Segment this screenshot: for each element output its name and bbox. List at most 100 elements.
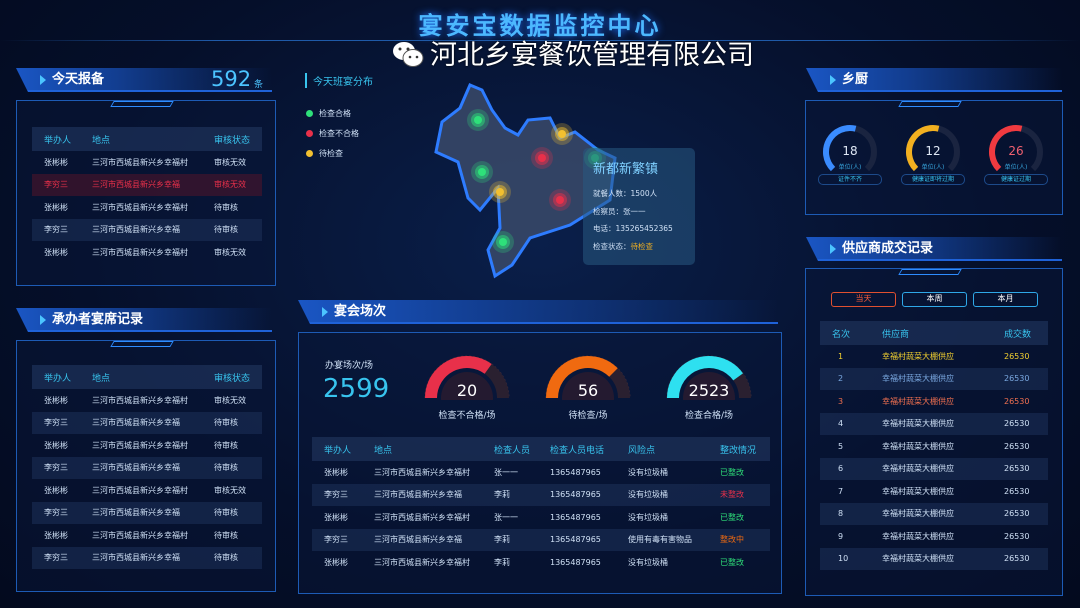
table-row[interactable]: 李穷三 三河市西城县新兴乡幸福 待审核 (32, 218, 262, 241)
table-cell: 幸福村蔬菜大棚供应 (882, 396, 954, 406)
table-row[interactable]: 李穷三 三河市西城县新兴乡幸福 审核无效 (32, 173, 262, 196)
today-report-title: 今天报备 (52, 72, 105, 87)
table-row[interactable]: 李穷三 三河市西城县新兴乡幸福 待审核 (32, 411, 262, 434)
region-map[interactable] (400, 80, 700, 280)
table-cell: 幸福村蔬菜大棚供应 (882, 441, 954, 451)
table-row[interactable]: 张彬彬 三河市西城县新兴乡幸福村 审核无效 (32, 479, 262, 502)
map-marker-fail[interactable] (531, 147, 553, 169)
map-marker-pending[interactable] (489, 181, 511, 203)
tooltip-name: 新都新繁镇 (593, 162, 659, 177)
legend-item-fail[interactable]: 检查不合格 (306, 128, 359, 139)
table-cell: 没有垃圾桶 (628, 467, 668, 477)
suppliers-table: 名次 供应商 成交数 1 幸福村蔬菜大棚供应 26530 2 幸福村蔬菜大棚供应 26530 3 幸… (820, 321, 1048, 570)
table-cell: 未整改 (720, 490, 744, 500)
legend-dot-icon (306, 110, 313, 117)
table-row[interactable]: 1 幸福村蔬菜大棚供应 26530 (820, 345, 1048, 368)
column-header: 地点 (374, 445, 393, 456)
table-row[interactable]: 4 幸福村蔬菜大棚供应 26530 (820, 412, 1048, 435)
table-cell: 1365487965 (550, 490, 601, 500)
table-cell: 张彬彬 (324, 512, 348, 522)
table-row[interactable]: 张彬彬 三河市西城县新兴乡幸福村 待审核 (32, 196, 262, 219)
gauge-label: 检查合格/场 (684, 411, 734, 421)
table-cell: 三河市西城县新兴乡幸福村 (92, 202, 188, 212)
map-marker-pass[interactable] (471, 161, 493, 183)
table-row[interactable]: 9 幸福村蔬菜大棚供应 26530 (820, 525, 1048, 548)
table-cell: 审核无效 (214, 180, 246, 190)
table-row[interactable]: 张彬彬 三河市西城县新兴乡幸福村 审核无效 (32, 151, 262, 174)
kitchen-panel (805, 100, 1063, 215)
table-cell: 三河市西城县新兴乡幸福村 (92, 247, 188, 257)
column-header: 审核状态 (214, 135, 251, 146)
column-header: 举办人 (324, 445, 352, 456)
table-row[interactable]: 6 幸福村蔬菜大棚供应 26530 (820, 457, 1048, 480)
table-cell: 26530 (1004, 509, 1030, 519)
wechat-icon (393, 42, 424, 67)
table-cell: 整改中 (720, 535, 744, 545)
tab-today[interactable]: 当天 (831, 292, 896, 307)
map-marker-fail[interactable] (549, 189, 571, 211)
table-row[interactable]: 张彬彬 三河市西城县新兴乡幸福村 待审核 (32, 434, 262, 457)
table-cell: 三河市西城县新兴乡幸福村 (92, 530, 188, 540)
legend-item-pending[interactable]: 待检查 (306, 148, 359, 159)
table-cell: 7 (838, 486, 844, 496)
table-cell: 26530 (1004, 531, 1030, 541)
today-report-count: 592 (211, 67, 252, 91)
column-header: 供应商 (882, 329, 910, 340)
table-cell: 李穷三 (324, 535, 348, 545)
table-cell: 张彬彬 (44, 247, 68, 257)
table-cell: 待审核 (214, 440, 238, 450)
gauge-arc (906, 125, 960, 172)
legend-label: 待检查 (319, 149, 343, 158)
table-cell: 幸福村蔬菜大棚供应 (882, 464, 954, 474)
table-cell: 幸福村蔬菜大棚供应 (882, 351, 954, 361)
map-marker-pass[interactable] (467, 109, 489, 131)
column-header: 地点 (92, 373, 111, 384)
table-row[interactable]: 3 幸福村蔬菜大棚供应 26530 (820, 390, 1048, 413)
column-header: 检查人员电话 (550, 445, 605, 456)
table-row[interactable]: 7 幸福村蔬菜大棚供应 26530 (820, 480, 1048, 503)
tab-month[interactable]: 本月 (973, 292, 1038, 307)
legend-item-pass[interactable]: 检查合格 (306, 108, 359, 119)
kitchen-gauge: 12 单位(人) 健康证即将过期 (899, 122, 967, 192)
table-row[interactable]: 8 幸福村蔬菜大棚供应 26530 (820, 502, 1048, 525)
table-cell: 6 (838, 464, 844, 474)
map-marker-pending[interactable] (551, 123, 573, 145)
legend-label: 检查合格 (319, 109, 351, 118)
table-cell: 幸福村蔬菜大棚供应 (882, 509, 954, 519)
table-cell: 幸福村蔬菜大棚供应 (882, 419, 954, 429)
legend-dot-icon (306, 150, 313, 157)
table-row[interactable]: 李穷三 三河市西城县新兴乡幸福 李莉 1365487965 没有垃圾桶 未整改 (312, 483, 770, 506)
table-header: 名次 供应商 成交数 (820, 321, 1048, 345)
table-row[interactable]: 张彬彬 三河市西城县新兴乡幸福村 审核无效 (32, 241, 262, 264)
table-row[interactable]: 李穷三 三河市西城县新兴乡幸福 李莉 1365487965 使用有毒有害物品 整改中 (312, 528, 770, 551)
table-cell: 三河市西城县新兴乡幸福村 (374, 512, 470, 522)
table-cell: 三河市西城县新兴乡幸福村 (92, 440, 188, 450)
table-cell: 张彬彬 (44, 530, 68, 540)
banquet-total-label: 办宴场次/场 (325, 361, 374, 371)
table-row[interactable]: 10 幸福村蔬菜大棚供应 26530 (820, 547, 1048, 570)
table-row[interactable]: 张彬彬 三河市西城县新兴乡幸福村 张一一 1365487965 没有垃圾桶 已整改 (312, 506, 770, 529)
tab-week[interactable]: 本周 (902, 292, 967, 307)
table-cell: 幸福村蔬菜大棚供应 (882, 374, 954, 384)
gauge-arc (989, 125, 1043, 172)
table-row[interactable]: 张彬彬 三河市西城县新兴乡幸福村 张一一 1365487965 没有垃圾桶 已整改 (312, 461, 770, 484)
table-row[interactable]: 张彬彬 三河市西城县新兴乡幸福村 待审核 (32, 524, 262, 547)
header-divider (0, 40, 1080, 41)
table-cell: 3 (838, 396, 844, 406)
today-report-header: 今天报备 (16, 68, 272, 92)
table-row[interactable]: 张彬彬 三河市西城县新兴乡幸福村 李莉 1365487965 没有垃圾桶 已整改 (312, 551, 770, 574)
column-header: 地点 (92, 135, 111, 146)
table-cell: 1365487965 (550, 467, 601, 477)
gauge-value: 12 (925, 144, 941, 158)
table-row[interactable]: 5 幸福村蔬菜大棚供应 26530 (820, 435, 1048, 458)
banquets-title: 宴会场次 (334, 304, 387, 319)
gauge-value: 2523 (688, 381, 730, 400)
map-marker-pass[interactable] (492, 231, 514, 253)
table-row[interactable]: 2 幸福村蔬菜大棚供应 26530 (820, 367, 1048, 390)
table-cell: 审核无效 (214, 485, 246, 495)
table-row[interactable]: 张彬彬 三河市西城县新兴乡幸福村 审核无效 (32, 389, 262, 412)
table-row[interactable]: 李穷三 三河市西城县新兴乡幸福 待审核 (32, 546, 262, 569)
table-cell: 李莉 (494, 557, 510, 567)
table-row[interactable]: 李穷三 三河市西城县新兴乡幸福 待审核 (32, 456, 262, 479)
table-row[interactable]: 李穷三 三河市西城县新兴乡幸福 待审核 (32, 501, 262, 524)
